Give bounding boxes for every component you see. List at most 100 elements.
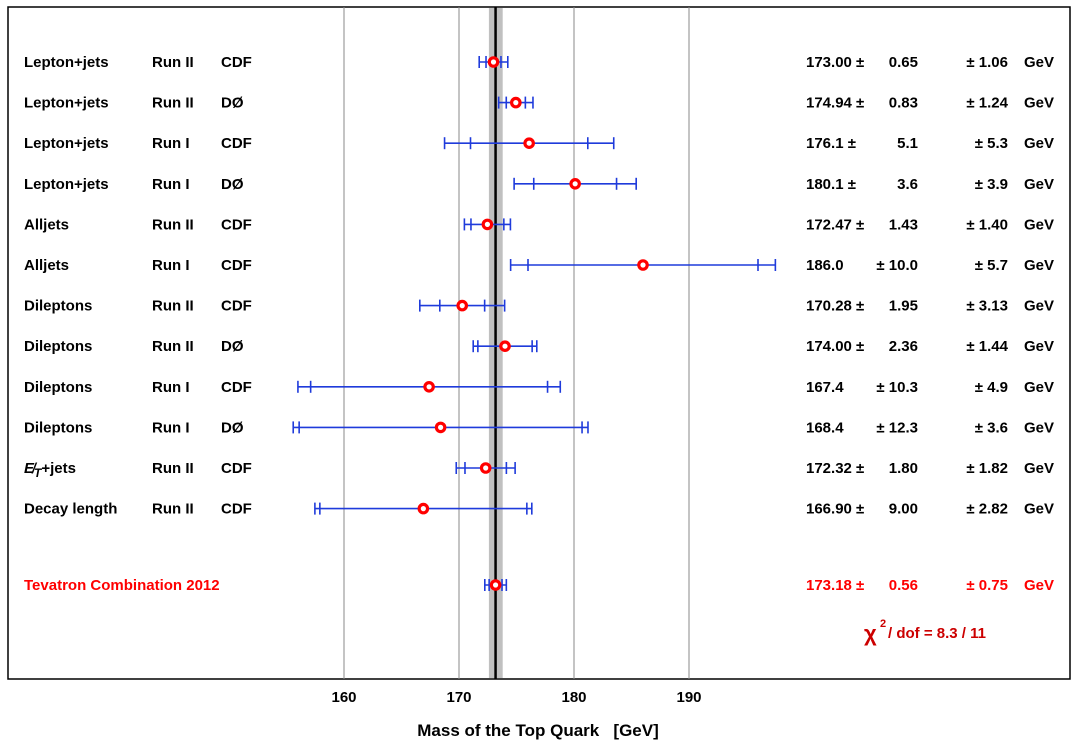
marker-0: [487, 56, 500, 68]
unit-text-10: GeV: [1024, 460, 1054, 477]
syst-text-10: ± 1.82: [966, 460, 1008, 477]
experiment-label-5: CDF: [221, 257, 252, 274]
experiment-label-2: CDF: [221, 135, 252, 152]
value-stat-sign-text-3: 180.1 ±: [806, 176, 856, 193]
unit-text-combination: GeV: [1024, 577, 1054, 594]
stat-text-11: 9.00: [889, 501, 918, 518]
stat-text-combination: 0.56: [889, 577, 918, 594]
run-label-5: Run I: [152, 257, 190, 274]
value-stat-sign-text-10: 172.32 ±: [806, 460, 864, 477]
marker-10: [479, 462, 492, 474]
unit-text-9: GeV: [1024, 419, 1054, 436]
marker-4: [481, 218, 494, 231]
run-label-7: Run II: [152, 338, 194, 355]
channel-label-7: Dileptons: [24, 338, 92, 355]
stat-text-6: 1.95: [889, 298, 918, 315]
unit-text-4: GeV: [1024, 216, 1054, 233]
gridline-layer: [343, 7, 690, 679]
x-tick-label-170: 170: [446, 689, 471, 706]
unit-text-6: GeV: [1024, 298, 1054, 315]
value-stat-sign-text-5: 186.0: [806, 257, 844, 274]
syst-text-3: ± 3.9: [975, 176, 1008, 193]
unit-text-5: GeV: [1024, 257, 1054, 274]
chi2-symbol: χ: [864, 621, 877, 646]
channel-label-5: Alljets: [24, 257, 69, 274]
unit-text-8: GeV: [1024, 379, 1054, 396]
syst-text-7: ± 1.44: [966, 338, 1008, 355]
unit-text-11: GeV: [1024, 501, 1054, 518]
run-label-6: Run II: [152, 298, 194, 315]
experiment-label-4: CDF: [221, 216, 252, 233]
unit-text-2: GeV: [1024, 135, 1054, 152]
stat-text-5: ± 10.0: [876, 257, 918, 274]
x-tick-label-180: 180: [561, 689, 586, 706]
stat-text-8: ± 10.3: [876, 379, 918, 396]
channel-label-3: Lepton+jets: [24, 176, 109, 193]
value-stat-sign-text-9: 168.4: [806, 419, 844, 436]
syst-text-combination: ± 0.75: [966, 577, 1008, 594]
experiment-label-3: DØ: [221, 176, 244, 193]
combination-label: Tevatron Combination 2012: [24, 577, 220, 594]
x-tick-label-160: 160: [331, 689, 356, 706]
syst-text-5: ± 5.7: [975, 257, 1008, 274]
run-label-0: Run II: [152, 54, 194, 71]
run-label-1: Run II: [152, 95, 194, 112]
marker-layer: [417, 56, 649, 591]
marker-5: [637, 259, 649, 271]
marker-8: [423, 380, 435, 393]
experiment-label-7: DØ: [221, 338, 244, 355]
stat-text-9: ± 12.3: [876, 419, 918, 436]
chi2-label: / dof = 8.3 / 11: [888, 625, 986, 642]
experiment-label-6: CDF: [221, 298, 252, 315]
syst-text-0: ± 1.06: [966, 54, 1008, 71]
value-stat-sign-text-1: 174.94 ±: [806, 95, 864, 112]
syst-text-8: ± 4.9: [975, 379, 1008, 396]
run-label-10: Run II: [152, 460, 194, 477]
run-label-11: Run II: [152, 501, 194, 518]
experiment-label-10: CDF: [221, 460, 252, 477]
x-axis-title: Mass of the Top Quark [GeV]: [417, 721, 659, 740]
marker-3: [569, 178, 581, 190]
value-stat-sign-text-7: 174.00 ±: [806, 338, 864, 355]
unit-text-0: GeV: [1024, 54, 1054, 71]
experiment-label-8: CDF: [221, 379, 252, 396]
row-label-layer: Lepton+jets Run II CDF Lepton+jets Run II DØ L…: [24, 54, 252, 594]
syst-text-6: ± 3.13: [966, 298, 1008, 315]
x-axis: 160 170 180 190: [331, 689, 701, 706]
experiment-label-0: CDF: [221, 54, 252, 71]
run-label-8: Run I: [152, 379, 190, 396]
channel-label-6: Dileptons: [24, 298, 92, 315]
marker-6: [456, 299, 469, 312]
syst-text-2: ± 5.3: [975, 135, 1008, 152]
syst-text-4: ± 1.40: [966, 216, 1008, 233]
channel-label-1: Lepton+jets: [24, 95, 109, 112]
stat-text-1: 0.83: [889, 95, 918, 112]
experiment-label-1: DØ: [221, 95, 244, 112]
marker-1: [510, 96, 522, 109]
stat-text-2: 5.1: [897, 135, 918, 152]
channel-label-11: Decay length: [24, 501, 117, 518]
run-label-2: Run I: [152, 135, 190, 152]
channel-label-0: Lepton+jets: [24, 54, 109, 71]
channel-label-8: Dileptons: [24, 379, 92, 396]
value-stat-sign-text-combination: 173.18 ±: [806, 577, 864, 594]
channel-label-2: Lepton+jets: [24, 135, 109, 152]
marker-9: [434, 421, 447, 434]
unit-text-3: GeV: [1024, 176, 1054, 193]
value-stat-sign-text-11: 166.90 ±: [806, 501, 864, 518]
run-label-4: Run II: [152, 216, 194, 233]
experiment-label-11: CDF: [221, 501, 252, 518]
channel-label-4: Alljets: [24, 216, 69, 233]
chi2-annotation: χ 2 / dof = 8.3 / 11: [864, 618, 986, 646]
syst-text-9: ± 3.6: [975, 419, 1008, 436]
syst-text-1: ± 1.24: [966, 95, 1008, 112]
error-bar-layer: [292, 56, 777, 591]
run-label-9: Run I: [152, 419, 190, 436]
value-stat-sign-text-2: 176.1 ±: [806, 135, 856, 152]
plot-frame: [7, 6, 1071, 680]
stat-text-4: 1.43: [889, 216, 918, 233]
marker-2: [523, 137, 535, 149]
marker-combination: [489, 579, 502, 591]
unit-text-7: GeV: [1024, 338, 1054, 355]
